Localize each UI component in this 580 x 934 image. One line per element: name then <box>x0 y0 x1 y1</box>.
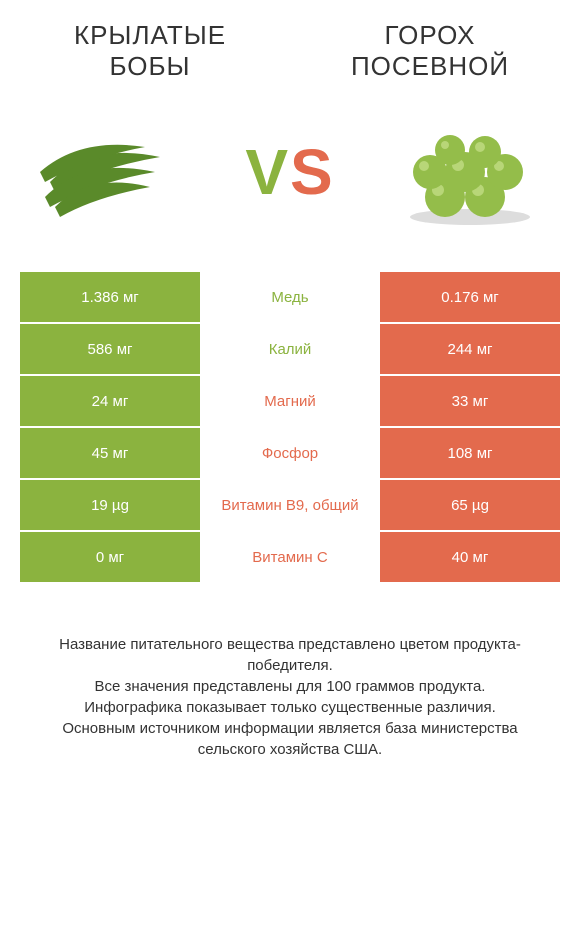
cell-nutrient-label: Медь <box>200 272 380 324</box>
cell-right-value: 108 мг <box>380 428 560 480</box>
cell-nutrient-label: Витамин B9, общий <box>200 480 380 532</box>
footnote: Название питательного вещества представл… <box>30 634 550 760</box>
footnote-line: Название питательного вещества представл… <box>30 634 550 676</box>
cell-right-value: 65 µg <box>380 480 560 532</box>
cell-nutrient-label: Калий <box>200 324 380 376</box>
cell-nutrient-label: Магний <box>200 376 380 428</box>
cell-left-value: 586 мг <box>20 324 200 376</box>
cell-right-value: 33 мг <box>380 376 560 428</box>
vs-label: VS <box>245 135 334 209</box>
peas-image <box>390 112 550 232</box>
title-right: ГОРОХ ПОСЕВНОЙ <box>320 20 540 82</box>
title-left: КРЫЛАТЫЕ БОБЫ <box>40 20 260 82</box>
table-row: 45 мгФосфор108 мг <box>20 428 560 480</box>
table-row: 1.386 мгМедь0.176 мг <box>20 272 560 324</box>
cell-right-value: 40 мг <box>380 532 560 584</box>
cell-left-value: 24 мг <box>20 376 200 428</box>
winged-bean-image <box>30 112 190 232</box>
comparison-table: 1.386 мгМедь0.176 мг586 мгКалий244 мг24 … <box>20 272 560 584</box>
footnote-line: Основным источником информации является … <box>30 718 550 760</box>
cell-right-value: 244 мг <box>380 324 560 376</box>
cell-nutrient-label: Витамин C <box>200 532 380 584</box>
vs-s: S <box>290 136 335 208</box>
table-row: 586 мгКалий244 мг <box>20 324 560 376</box>
cell-left-value: 1.386 мг <box>20 272 200 324</box>
cell-left-value: 45 мг <box>20 428 200 480</box>
peas-icon <box>390 112 550 232</box>
vs-v: V <box>245 136 290 208</box>
footnote-line: Все значения представлены для 100 граммо… <box>30 676 550 697</box>
cell-left-value: 19 µg <box>20 480 200 532</box>
table-row: 0 мгВитамин C40 мг <box>20 532 560 584</box>
winged-bean-icon <box>30 112 190 232</box>
titles-row: КРЫЛАТЫЕ БОБЫ ГОРОХ ПОСЕВНОЙ <box>0 0 580 92</box>
cell-left-value: 0 мг <box>20 532 200 584</box>
cell-nutrient-label: Фосфор <box>200 428 380 480</box>
footnote-line: Инфографика показывает только существенн… <box>30 697 550 718</box>
table-row: 19 µgВитамин B9, общий65 µg <box>20 480 560 532</box>
images-row: VS <box>0 92 580 272</box>
cell-right-value: 0.176 мг <box>380 272 560 324</box>
table-row: 24 мгМагний33 мг <box>20 376 560 428</box>
